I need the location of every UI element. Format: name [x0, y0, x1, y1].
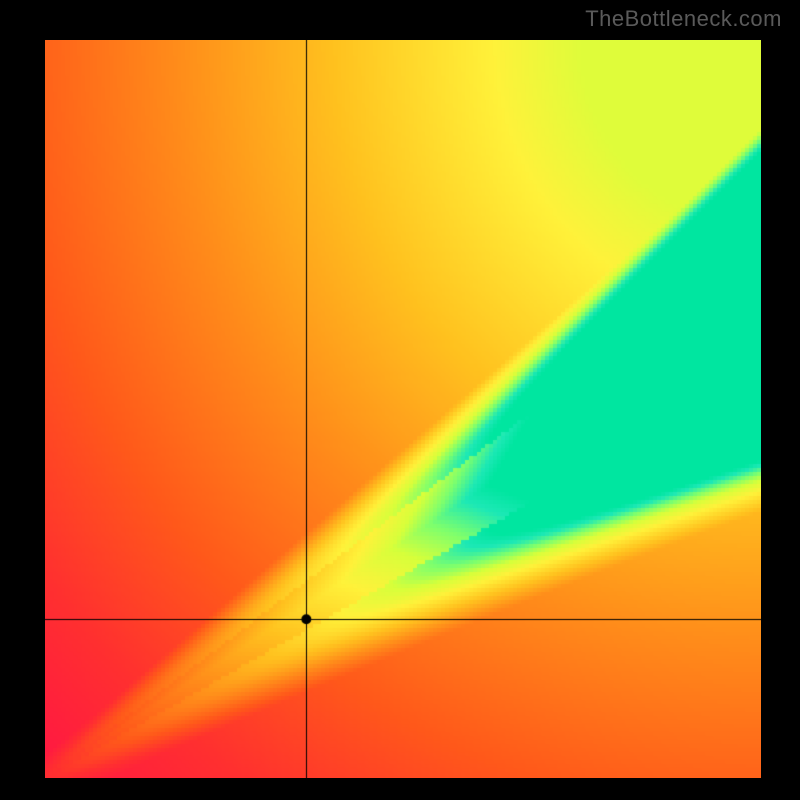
bottleneck-heatmap	[45, 40, 761, 778]
watermark-text: TheBottleneck.com	[585, 6, 782, 32]
chart-container: TheBottleneck.com	[0, 0, 800, 800]
